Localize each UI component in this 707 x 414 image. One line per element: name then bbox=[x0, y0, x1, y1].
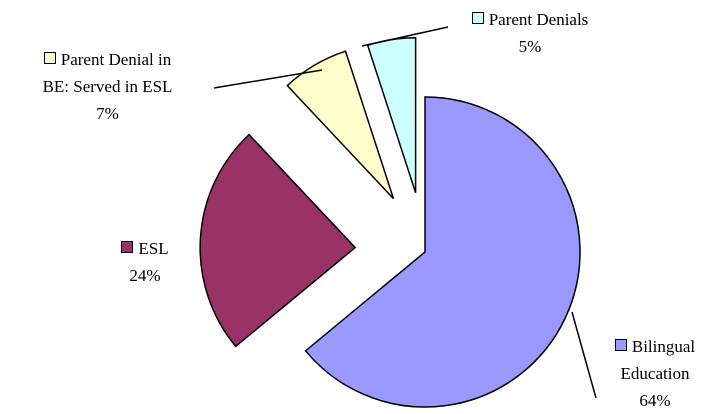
slice-label: Bilingual Education 64% bbox=[590, 333, 707, 414]
label-name-line: ESL bbox=[105, 235, 185, 262]
percent-label: 5% bbox=[518, 37, 542, 56]
legend-swatch bbox=[614, 339, 627, 351]
category-name: Parent Denials bbox=[488, 10, 589, 29]
legend-swatch bbox=[43, 52, 56, 64]
percent-label: 64% bbox=[639, 391, 671, 410]
pie-slice bbox=[286, 50, 395, 200]
leader-line bbox=[213, 69, 323, 89]
percent-label: 24% bbox=[129, 266, 161, 285]
slice-label: Parent Denial in BE: Served in ESL 7% bbox=[30, 46, 185, 127]
legend-swatch bbox=[121, 241, 134, 253]
leader-line bbox=[571, 311, 597, 399]
pie-slice bbox=[304, 96, 581, 408]
category-name: Parent Denial in BE: Served in ESL bbox=[42, 50, 173, 96]
slice-label: ESL 24% bbox=[105, 235, 185, 289]
category-name: ESL bbox=[138, 239, 169, 258]
leader-line bbox=[361, 26, 449, 47]
category-name: Bilingual Education bbox=[620, 337, 696, 383]
label-name-line: Parent Denial in BE: Served in ESL bbox=[30, 46, 185, 100]
label-name-line: Parent Denials bbox=[440, 6, 620, 33]
slice-label: Parent Denials 5% bbox=[440, 6, 620, 60]
pie-slice bbox=[199, 133, 357, 348]
percent-label: 7% bbox=[96, 104, 119, 123]
label-name-line: Bilingual Education bbox=[590, 333, 707, 387]
legend-swatch bbox=[471, 12, 484, 24]
